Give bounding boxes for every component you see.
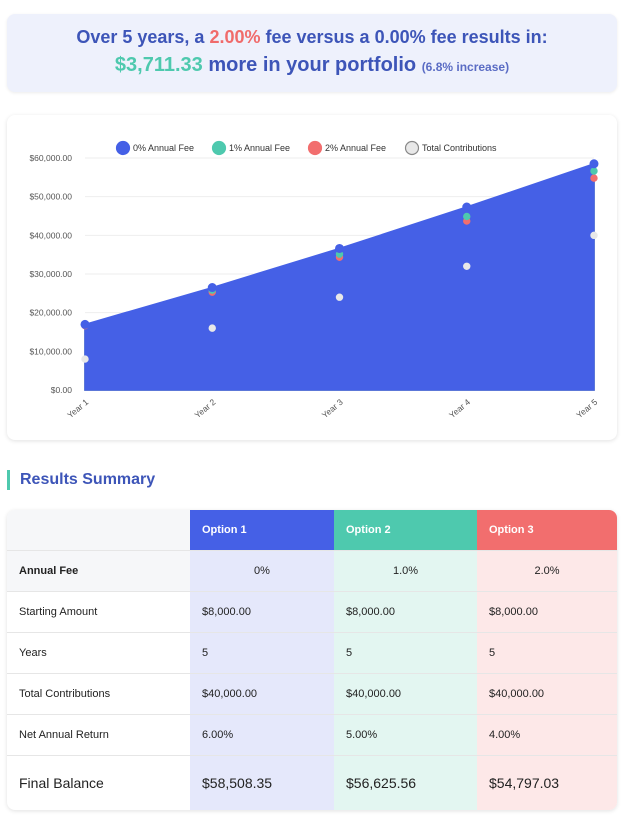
legend-label: 2% Annual Fee bbox=[325, 143, 386, 153]
row-label: Years bbox=[7, 632, 190, 674]
table-row-starting-amount: Starting Amount $8,000.00 $8,000.00 $8,0… bbox=[7, 591, 617, 633]
increase-note: (6.8% increase) bbox=[421, 60, 510, 74]
cell-option-2: $40,000.00 bbox=[334, 673, 477, 715]
legend-marker bbox=[307, 140, 323, 156]
x-tick-label: Year 4 bbox=[447, 397, 472, 420]
table-row-annual-fee: Annual Fee 0% 1.0% 2.0% bbox=[7, 550, 617, 592]
data-point bbox=[590, 231, 598, 240]
table-header-row: Option 1 Option 2 Option 3 bbox=[7, 510, 617, 551]
data-point bbox=[207, 283, 217, 293]
table-row-net-annual-return: Net Annual Return 6.00% 5.00% 4.00% bbox=[7, 714, 617, 756]
x-tick-label: Year 5 bbox=[574, 397, 599, 420]
cell-option-1: $58,508.35 bbox=[190, 755, 334, 810]
high-fee-value: 2.00% bbox=[209, 27, 261, 47]
summary-middle: fee versus a bbox=[260, 27, 375, 47]
difference-line: $3,711.33 more in your portfolio (6.8% i… bbox=[7, 54, 617, 77]
cell-option-2: $8,000.00 bbox=[334, 591, 477, 633]
row-label: Total Contributions bbox=[7, 673, 190, 715]
y-tick-label: $50,000.00 bbox=[29, 192, 72, 202]
legend-marker bbox=[211, 140, 227, 156]
summary-banner: Over 5 years, a 2.00% fee versus a 0.00%… bbox=[7, 14, 617, 92]
header-empty bbox=[7, 510, 190, 551]
legend-marker bbox=[404, 140, 420, 156]
cell-option-3: 4.00% bbox=[477, 714, 617, 756]
cell-option-3: $8,000.00 bbox=[477, 591, 617, 633]
row-label: Final Balance bbox=[19, 775, 104, 791]
legend-label: 1% Annual Fee bbox=[229, 143, 290, 153]
legend-marker bbox=[115, 140, 131, 156]
difference-text: more in your portfolio bbox=[202, 54, 422, 76]
low-fee-value: 0.00% bbox=[374, 27, 426, 47]
data-point bbox=[208, 324, 216, 332]
data-point bbox=[590, 167, 598, 175]
data-point bbox=[81, 355, 89, 363]
summary-line: Over 5 years, a 2.00% fee versus a 0.00%… bbox=[7, 27, 617, 48]
legend-label: 0% Annual Fee bbox=[133, 143, 194, 153]
cell-option-2: 5 bbox=[334, 632, 477, 674]
difference-value: $3,711.33 bbox=[114, 54, 203, 76]
cell-option-3: $40,000.00 bbox=[477, 673, 617, 715]
summary-prefix: Over 5 years, a bbox=[76, 27, 210, 47]
header-option-1: Option 1 bbox=[190, 510, 334, 551]
growth-chart-card: $0.00 $10,000.00 $20,000.00 $30,000.00 $40,0… bbox=[7, 115, 617, 440]
x-tick-label: Year 1 bbox=[65, 397, 90, 420]
data-point bbox=[589, 159, 599, 169]
header-option-3: Option 3 bbox=[477, 510, 617, 551]
header-option-2: Option 2 bbox=[334, 510, 477, 551]
series-area-0 bbox=[84, 162, 595, 391]
cell-option-1: $40,000.00 bbox=[190, 673, 334, 715]
row-label: Annual Fee bbox=[7, 550, 190, 592]
cell-option-1: $8,000.00 bbox=[190, 591, 334, 633]
growth-chart: $0.00 $10,000.00 $20,000.00 $30,000.00 $40,0… bbox=[29, 140, 599, 420]
cell-option-1: 6.00% bbox=[190, 714, 334, 756]
table-row-final-balance: Final Balance $58,508.35 $56,625.56 $54,… bbox=[7, 755, 617, 810]
data-point bbox=[463, 212, 471, 221]
results-table: Option 1 Option 2 Option 3 Annual Fee 0%… bbox=[7, 510, 617, 810]
y-tick-label: $30,000.00 bbox=[29, 269, 72, 279]
y-tick-label: $60,000.00 bbox=[29, 153, 72, 163]
cell-option-2: 1.0% bbox=[334, 550, 477, 592]
row-label: Net Annual Return bbox=[7, 714, 190, 756]
cell-option-2: $56,625.56 bbox=[334, 755, 477, 810]
table-row-total-contributions: Total Contributions $40,000.00 $40,000.0… bbox=[7, 673, 617, 715]
y-tick-label: $0.00 bbox=[51, 385, 73, 395]
data-point bbox=[590, 174, 598, 182]
row-label: Starting Amount bbox=[7, 591, 190, 633]
cell-option-3: $54,797.03 bbox=[477, 755, 617, 810]
results-table-card: Option 1 Option 2 Option 3 Annual Fee 0%… bbox=[7, 510, 617, 810]
data-point bbox=[335, 243, 344, 253]
data-point bbox=[462, 202, 472, 212]
y-tick-label: $20,000.00 bbox=[29, 308, 72, 318]
data-point bbox=[80, 319, 90, 329]
table-row-years: Years 5 5 5 bbox=[7, 632, 617, 674]
cell-option-3: 5 bbox=[477, 632, 617, 674]
data-point bbox=[463, 262, 471, 270]
cell-option-3: 2.0% bbox=[477, 550, 617, 592]
x-tick-label: Year 3 bbox=[320, 397, 345, 420]
results-summary-title: Results Summary bbox=[7, 470, 155, 490]
cell-option-1: 0% bbox=[190, 550, 334, 592]
summary-suffix: fee results in: bbox=[425, 27, 548, 47]
data-point bbox=[335, 293, 344, 301]
legend-label: Total Contributions bbox=[422, 143, 497, 153]
cell-option-2: 5.00% bbox=[334, 714, 477, 756]
y-tick-label: $40,000.00 bbox=[29, 230, 72, 240]
cell-option-1: 5 bbox=[190, 632, 334, 674]
x-tick-label: Year 2 bbox=[193, 397, 218, 420]
y-tick-label: $10,000.00 bbox=[29, 346, 72, 356]
